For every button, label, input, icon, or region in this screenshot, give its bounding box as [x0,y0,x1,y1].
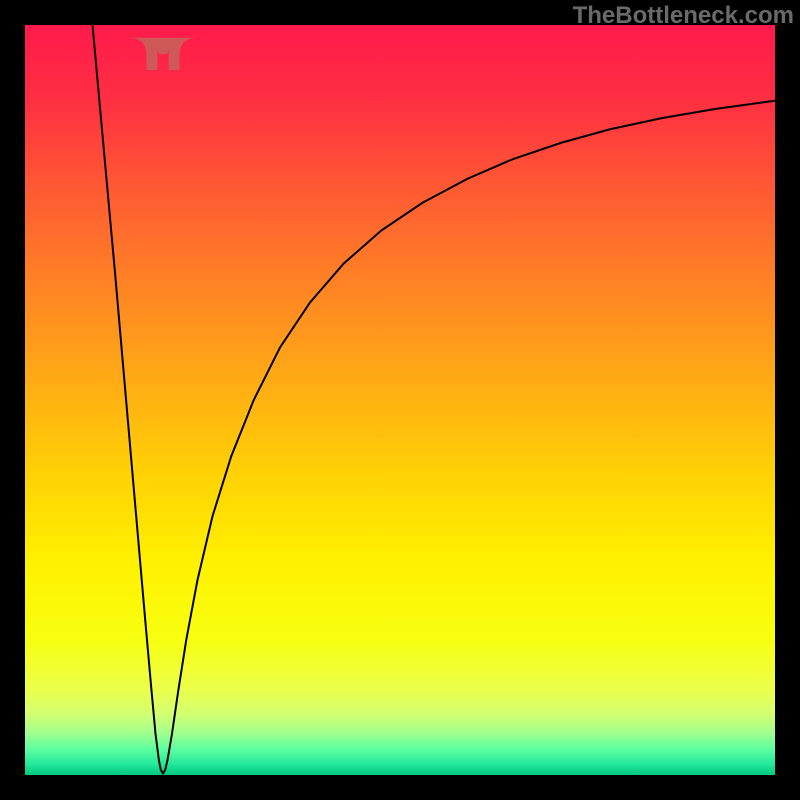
bottleneck-curve-chart [25,25,775,775]
watermark-label: TheBottleneck.com [573,2,794,30]
plot-area [25,25,775,775]
gradient-background [25,25,775,775]
figure-root: TheBottleneck.com [0,0,800,800]
